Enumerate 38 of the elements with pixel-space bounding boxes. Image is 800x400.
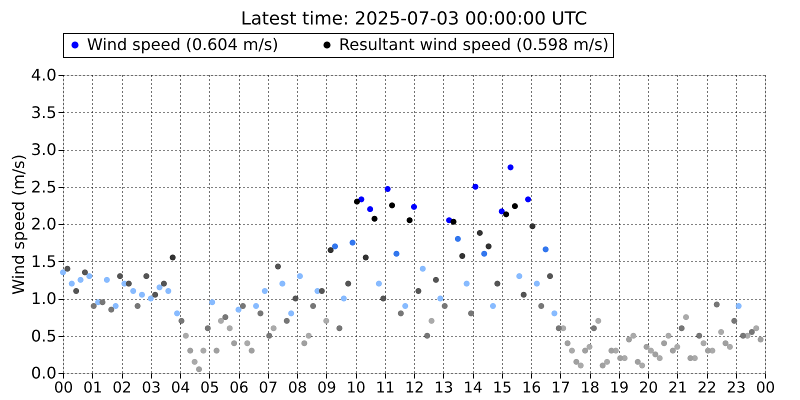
x-tick-label: 22: [697, 378, 717, 396]
x-tick-label: 01: [83, 378, 102, 396]
x-tick-label: 06: [229, 378, 249, 396]
y-tick-label: 1.0: [31, 289, 56, 308]
y-tick-label: 3.0: [31, 140, 56, 159]
x-tick-label: 03: [142, 378, 161, 396]
x-tick-label: 15: [492, 378, 512, 396]
y-axis-title: Wind speed (m/s): [9, 154, 28, 295]
x-tick-label: 00: [54, 378, 74, 396]
x-tick-label: 10: [346, 378, 366, 396]
y-tick-label: 0.0: [31, 364, 56, 382]
x-tick-label: 04: [170, 378, 190, 396]
y-tick-label: 0.5: [31, 326, 56, 346]
legend-label: Wind speed (0.604 m/s): [87, 35, 278, 54]
x-tick-label: 08: [288, 378, 308, 396]
x-tick-label: 23: [726, 378, 746, 396]
y-tick-label: 2.5: [31, 177, 56, 196]
x-tick-label: 09: [317, 378, 336, 396]
x-tick-label: 18: [580, 378, 600, 396]
x-tick-label: 00: [756, 378, 776, 396]
x-tick-label: 11: [376, 378, 395, 396]
x-tick-label: 12: [404, 378, 424, 396]
y-tick-label: 1.5: [31, 252, 56, 271]
x-tick-label: 21: [668, 378, 688, 396]
x-tick-label: 17: [551, 378, 570, 396]
x-tick-label: 19: [610, 378, 629, 396]
x-tick-label: 14: [463, 378, 483, 396]
x-tick-label: 16: [522, 378, 542, 396]
y-tick-label: 3.5: [31, 102, 56, 122]
legend-label: Resultant wind speed (0.598 m/s): [339, 35, 609, 54]
x-tick-label: 05: [200, 378, 220, 396]
x-tick-label: 13: [434, 378, 454, 396]
x-tick-label: 07: [258, 378, 278, 396]
x-tick-label: 02: [112, 378, 132, 396]
chart-title: Latest time: 2025-07-03 00:00:00 UTC: [240, 8, 588, 30]
x-tick-label: 20: [638, 378, 658, 396]
y-tick-label: 2.0: [31, 214, 56, 234]
y-tick-label: 4.0: [31, 66, 56, 84]
